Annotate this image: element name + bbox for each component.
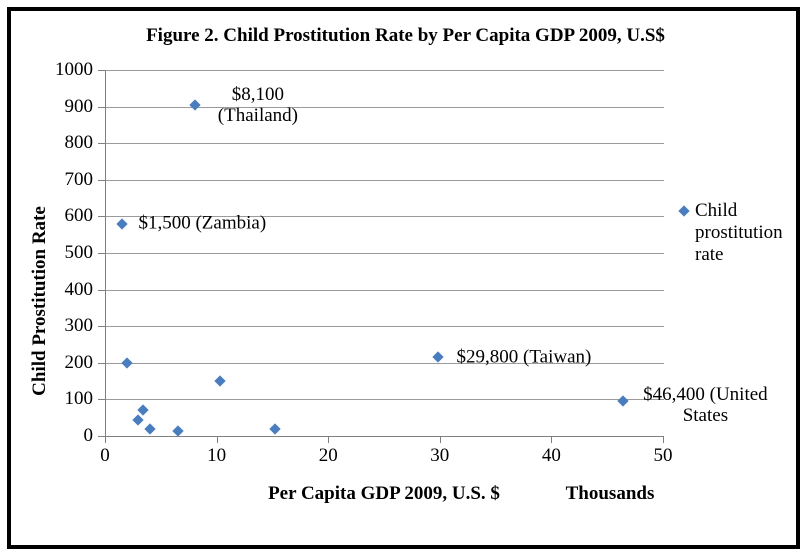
gridline-y-800 [106,143,664,145]
chart-title: Figure 2. Child Prostitution Rate by Per… [146,25,665,46]
y-tick-label-800: 800 [64,132,94,154]
y-tick-mark [98,399,105,401]
y-tick-label-600: 600 [64,205,94,227]
y-tick-label-100: 100 [64,388,94,410]
gridline-y-700 [106,179,664,181]
y-tick-mark [98,436,105,437]
x-tick-label-30: 30 [430,445,450,466]
legend-label: Child prostitution rate [695,200,783,265]
x-axis-units-label: Thousands [565,483,655,504]
x-axis-title: Per Capita GDP 2009, U.S. $ [268,483,500,504]
y-tick-mark [98,106,105,108]
y-tick-mark [98,253,105,254]
y-tick-label-500: 500 [64,242,94,263]
y-tick-label-700: 700 [64,168,94,190]
annotation-1: $1,500 (Zambia) [138,212,267,234]
y-tick-label-300: 300 [64,315,94,337]
y-tick-mark [98,143,105,145]
gridline-y-600 [106,216,664,218]
x-tick-mark [328,437,330,443]
y-tick-mark [98,362,105,364]
y-tick-label-900: 900 [64,95,94,117]
annotation-2: $29,800 (Taiwan) [456,346,592,368]
y-tick-mark [98,70,105,71]
y-tick-mark [98,326,105,328]
gridline-y-300 [106,326,664,328]
gridline-y-100 [106,399,664,401]
y-tick-label-1000: 1000 [55,59,93,80]
y-tick-label-400: 400 [64,278,94,300]
x-tick-mark [216,437,218,443]
plot-area [105,70,664,437]
y-tick-label-0: 0 [83,425,94,446]
gridline-y-1000 [106,70,664,71]
x-tick-label-0: 0 [100,445,110,466]
y-tick-mark [98,289,105,291]
y-tick-mark [98,216,105,218]
x-tick-mark [105,437,106,443]
legend: Child prostitution rate [678,200,790,266]
gridline-y-200 [106,362,664,364]
x-tick-label-40: 40 [541,445,561,466]
x-tick-mark [551,437,553,443]
y-tick-label-200: 200 [64,351,94,373]
x-tick-mark [663,437,664,443]
gridline-y-400 [106,289,664,291]
annotation-3: $46,400 (United States [643,383,768,426]
x-tick-label-10: 10 [207,445,227,466]
gridline-y-900 [106,106,664,108]
x-tick-label-20: 20 [318,445,338,466]
x-tick-mark [439,437,441,443]
x-tick-label-50: 50 [653,445,673,466]
annotation-0: $8,100 (Thailand) [217,83,298,126]
legend-marker-diamond-icon [678,205,690,217]
y-tick-mark [98,179,105,181]
gridline-y-500 [106,253,664,254]
